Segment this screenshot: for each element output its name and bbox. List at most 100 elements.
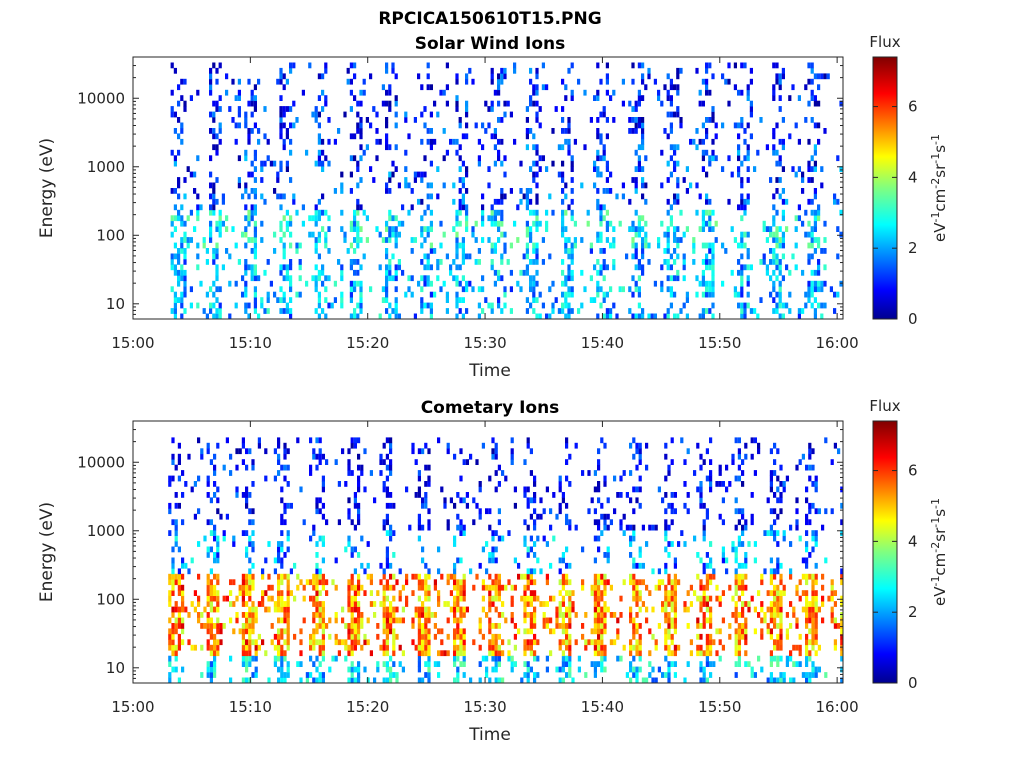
heatmap-cell [247, 100, 251, 107]
heatmap-cell [459, 519, 463, 526]
heatmap-cell [260, 193, 264, 200]
heatmap-cell [485, 666, 489, 673]
heatmap-cell [321, 475, 325, 482]
heatmap-cell [337, 481, 341, 487]
heatmap-cell [411, 573, 415, 580]
heatmap-cell [248, 661, 252, 667]
heatmap-cell [181, 470, 185, 476]
heatmap-cell [263, 308, 267, 314]
heatmap-cell [168, 595, 172, 602]
heatmap-cell [632, 590, 636, 596]
heatmap-cell [436, 193, 440, 200]
heatmap-cell [632, 666, 636, 673]
heatmap-cell [379, 453, 383, 460]
heatmap-cell [376, 666, 380, 673]
heatmap-cell [312, 677, 316, 684]
heatmap-cell [429, 209, 433, 216]
heatmap-cell [778, 286, 782, 293]
heatmap-cell [749, 264, 753, 271]
heatmap-cell [173, 302, 177, 309]
heatmap-cell [241, 291, 245, 298]
heatmap-cell [209, 73, 213, 80]
heatmap-cell [769, 259, 773, 265]
heatmap-cell [522, 193, 526, 200]
heatmap-cell [197, 437, 201, 444]
heatmap-cell [597, 448, 601, 455]
heatmap-cell [503, 286, 507, 293]
heatmap-cell [212, 193, 216, 200]
heatmap-cell [664, 633, 668, 640]
heatmap-cell [465, 122, 469, 129]
heatmap-cell [317, 149, 321, 156]
heatmap-cell [568, 612, 572, 618]
heatmap-cell [708, 160, 712, 167]
heatmap-cell [209, 590, 213, 596]
heatmap-cell [305, 149, 309, 156]
heatmap-cell [519, 286, 523, 293]
heatmap-cell [353, 497, 357, 504]
heatmap-cell [381, 84, 385, 91]
heatmap-cell [209, 286, 213, 293]
heatmap-cell [507, 530, 511, 536]
heatmap-cell [733, 62, 737, 69]
heatmap-cell [840, 639, 844, 646]
heatmap-cell [314, 204, 318, 211]
heatmap-cell [244, 259, 248, 265]
heatmap-cell [494, 650, 498, 657]
heatmap-cell [181, 623, 185, 629]
x-tick-label: 15:30 [463, 698, 506, 716]
heatmap-cell [315, 628, 319, 635]
heatmap-cell [283, 639, 287, 646]
heatmap-cell [494, 546, 498, 553]
heatmap-cell [446, 524, 450, 531]
heatmap-cell [392, 617, 396, 624]
heatmap-cell [625, 524, 629, 531]
heatmap-cell [541, 237, 545, 243]
heatmap-cell [673, 590, 677, 596]
heatmap-cell [561, 612, 565, 618]
heatmap-cell [280, 672, 284, 678]
heatmap-cell [711, 248, 715, 254]
heatmap-cell [647, 67, 651, 74]
heatmap-cell [461, 253, 465, 260]
heatmap-cell [417, 644, 421, 651]
heatmap-cell [453, 677, 457, 684]
heatmap-cell [567, 269, 571, 276]
heatmap-cell [478, 623, 482, 629]
colorbar-gradient [872, 56, 898, 320]
heatmap-cell [599, 231, 603, 238]
heatmap-cell [177, 193, 181, 200]
heatmap-cell [437, 546, 441, 553]
heatmap-cell [804, 209, 808, 216]
heatmap-cell [317, 313, 321, 320]
heatmap-cell [510, 601, 514, 607]
heatmap-cell [593, 628, 597, 635]
heatmap-cell [693, 470, 697, 476]
heatmap-cell [385, 519, 389, 526]
heatmap-cell [596, 198, 600, 205]
heatmap-cell [837, 448, 841, 455]
heatmap-cell [241, 193, 245, 200]
heatmap-cell [744, 442, 748, 449]
heatmap-cell [423, 209, 427, 216]
heatmap-cell [740, 62, 744, 69]
heatmap-cell [369, 579, 373, 586]
heatmap-cell [388, 259, 392, 265]
heatmap-cell [775, 209, 779, 216]
heatmap-cell [740, 215, 744, 222]
heatmap-cell [536, 595, 540, 602]
heatmap-cell [253, 166, 257, 172]
heatmap-cell [542, 535, 546, 542]
heatmap-cell [174, 579, 178, 586]
heatmap-cell [173, 269, 177, 276]
heatmap-cell [721, 519, 725, 526]
heatmap-cell [455, 220, 459, 227]
heatmap-cell [388, 264, 392, 271]
heatmap-cell [808, 475, 812, 482]
heatmap-cell [612, 242, 616, 249]
heatmap-cell [744, 661, 748, 667]
heatmap-cell [424, 595, 428, 602]
heatmap-cell [737, 573, 741, 580]
heatmap-cell [449, 138, 453, 145]
heatmap-cell [705, 513, 709, 520]
